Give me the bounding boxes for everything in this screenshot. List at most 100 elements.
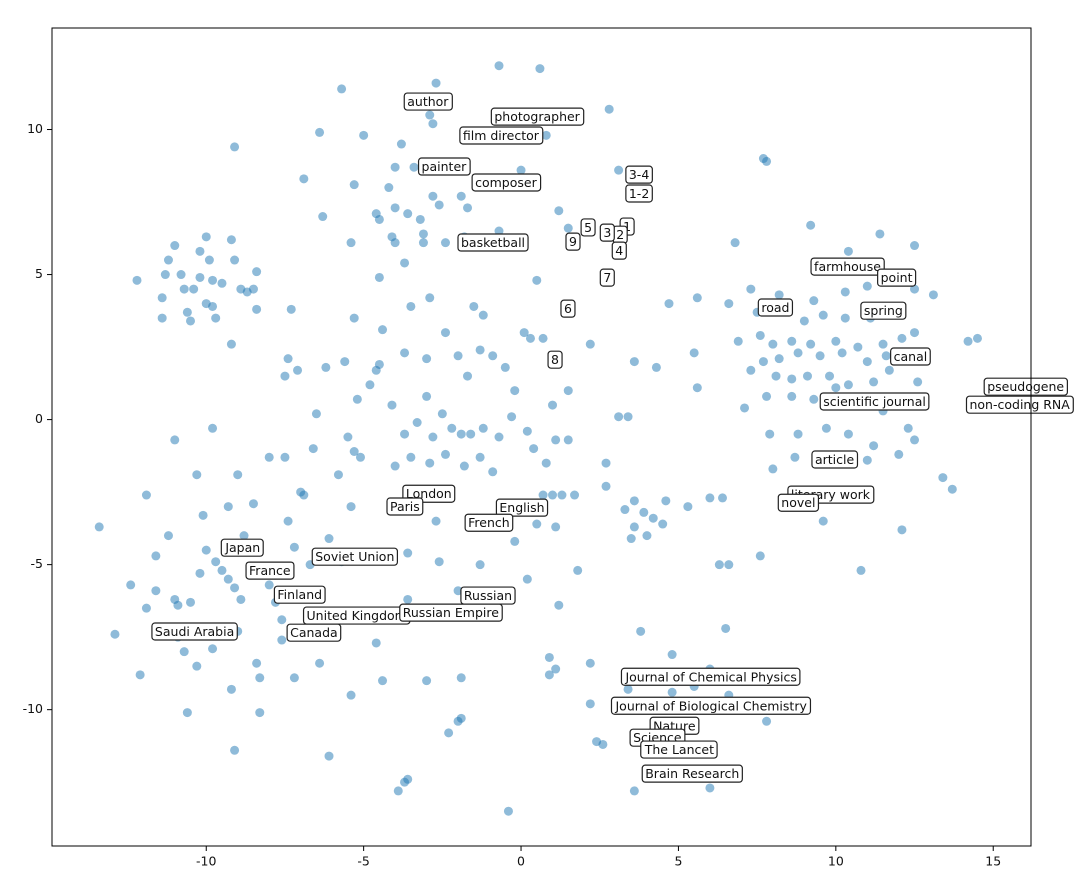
point (378, 325, 388, 335)
point (412, 417, 422, 427)
point (418, 229, 428, 239)
annotation-label: scientific journal (823, 394, 926, 409)
annotation-label: 9 (569, 234, 577, 249)
point (283, 354, 293, 364)
point (601, 458, 611, 468)
annotation-box (403, 92, 453, 111)
annotation: Brain Research (641, 764, 743, 783)
point (163, 255, 173, 265)
point (648, 513, 658, 523)
point (390, 461, 400, 471)
point (151, 551, 161, 561)
point (387, 400, 397, 410)
point (195, 272, 205, 282)
point (884, 365, 894, 375)
point (913, 377, 923, 387)
point (374, 272, 384, 282)
annotation: United Kingdom (302, 606, 411, 625)
annotation-box (611, 241, 627, 260)
point (343, 432, 353, 442)
point (541, 130, 551, 140)
point (629, 522, 639, 532)
point (585, 339, 595, 349)
annotation: 1-2 (625, 184, 653, 203)
point (182, 307, 192, 317)
point (226, 235, 236, 245)
annotation: Saudi Arabia (151, 622, 238, 641)
annotation: 7 (599, 268, 615, 287)
point (324, 534, 334, 544)
annotation: 6 (560, 299, 576, 318)
annotation-label: Russian (464, 588, 512, 603)
point (869, 441, 879, 451)
point (563, 386, 573, 396)
point (230, 255, 240, 265)
point (403, 548, 413, 558)
annotation-box (620, 667, 801, 686)
point (806, 220, 816, 230)
point (226, 684, 236, 694)
point (440, 328, 450, 338)
annotation-box (399, 603, 503, 622)
point (390, 238, 400, 248)
point (548, 490, 558, 500)
point (233, 470, 243, 480)
point (910, 241, 920, 251)
point (315, 658, 325, 668)
annotation-label: farmhouse (814, 259, 881, 274)
point (802, 371, 812, 381)
point (198, 510, 208, 520)
point (768, 339, 778, 349)
point (179, 647, 189, 657)
point (255, 708, 265, 718)
annotation-box (547, 350, 563, 369)
annotation: Finland (273, 585, 326, 604)
point (790, 452, 800, 462)
point (714, 560, 724, 570)
point (400, 258, 410, 268)
point (585, 658, 595, 668)
point (843, 429, 853, 439)
annotation-label: 3-4 (629, 167, 649, 182)
annotation-box (565, 232, 581, 251)
point (204, 255, 214, 265)
point (352, 394, 362, 404)
point (869, 377, 879, 387)
point (333, 470, 343, 480)
point (488, 351, 498, 361)
annotation-label: 1 (623, 219, 631, 234)
point (818, 516, 828, 526)
point (721, 623, 731, 633)
point (346, 690, 356, 700)
annotation-box (560, 299, 576, 318)
annotation-label: 4 (615, 243, 623, 258)
point (831, 383, 841, 393)
point (853, 342, 863, 352)
annotation-box (220, 538, 264, 557)
point (623, 684, 633, 694)
annotation: pseudogene (983, 377, 1068, 396)
point (355, 452, 365, 462)
annotation-box (641, 764, 743, 783)
point (163, 531, 173, 541)
point (733, 336, 743, 346)
point (573, 565, 583, 575)
annotation-box (490, 107, 585, 126)
point (903, 423, 913, 433)
point (554, 206, 564, 216)
annotation-box (580, 218, 596, 237)
point (963, 336, 973, 346)
annotation: 2 (612, 225, 628, 244)
point (740, 403, 750, 413)
point (626, 534, 636, 544)
annotation-box (860, 301, 907, 320)
annotation-label: Japan (224, 540, 260, 555)
annotation: 4 (611, 241, 627, 260)
point (280, 452, 290, 462)
annotation-label: Journal of Chemical Physics (624, 669, 796, 684)
point (390, 203, 400, 213)
point (598, 739, 608, 749)
annotation-box (286, 623, 342, 642)
point (642, 531, 652, 541)
annotation-box (640, 740, 718, 759)
